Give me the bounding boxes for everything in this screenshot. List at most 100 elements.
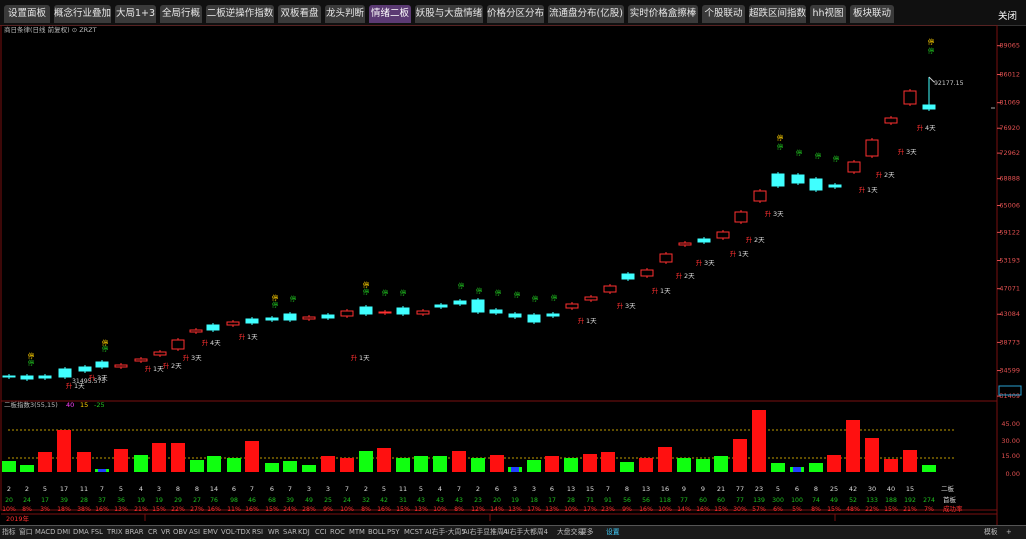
row-erban-value: 25 bbox=[830, 485, 838, 493]
indicator-bar bbox=[714, 456, 728, 472]
limit-up-marker: 停 bbox=[551, 293, 558, 302]
tab-12[interactable]: 个股联动 bbox=[702, 5, 745, 23]
row-rate-value: 18% bbox=[57, 506, 71, 513]
bottom-tab-4[interactable]: DMA bbox=[73, 528, 89, 536]
tab-2[interactable]: 大局1+3 bbox=[115, 5, 156, 23]
bottom-tab-18[interactable]: CCI bbox=[315, 528, 327, 536]
price-low-label: 31495.573 bbox=[72, 378, 106, 385]
bottom-tab-23[interactable]: MCST bbox=[404, 528, 424, 536]
row-shouban-value: 19 bbox=[137, 497, 145, 504]
limit-up-marker: 停 bbox=[777, 142, 784, 151]
indicator-bar bbox=[134, 455, 148, 472]
bottom-tab-14[interactable]: RSI bbox=[252, 528, 264, 536]
bottom-tab-25[interactable]: AI右手显推周4 bbox=[463, 528, 508, 536]
candle bbox=[95, 361, 109, 368]
close-button[interactable]: 关闭 bbox=[997, 11, 1017, 22]
rise-days-label: 2天 bbox=[754, 236, 765, 244]
row-erban-value: 15 bbox=[586, 485, 594, 493]
bottom-tab-29[interactable]: 设置 bbox=[606, 528, 620, 536]
limit-up-marker: 停 bbox=[796, 148, 803, 157]
indicator-bar bbox=[922, 465, 936, 472]
tab-0[interactable]: 设置面板 bbox=[4, 5, 50, 23]
bottom-tab-24[interactable]: AI右手-大周5 bbox=[425, 528, 466, 536]
tab-1[interactable]: 概念行业叠加 bbox=[54, 5, 111, 23]
row-rate-value: 14% bbox=[490, 506, 504, 513]
rise-marker: 升 bbox=[202, 338, 209, 347]
bottom-tab-26[interactable]: AI右手大都周4 bbox=[503, 528, 548, 536]
tab-8[interactable]: 妖股与大盘情绪 bbox=[415, 5, 483, 23]
bottom-tab-3[interactable]: DMI bbox=[57, 528, 71, 536]
price-tick: 65006 bbox=[999, 202, 1020, 210]
bottom-tab-9[interactable]: VR bbox=[161, 528, 171, 536]
row-rate-value: 16% bbox=[696, 506, 710, 513]
rise-days-label: 3天 bbox=[773, 210, 784, 218]
row-erban-value: 4 bbox=[139, 485, 143, 493]
limit-up-marker: 停 bbox=[815, 151, 822, 160]
tab-7[interactable]: 情绪二板 bbox=[369, 5, 411, 23]
bottom-tab-7[interactable]: BRAR bbox=[125, 528, 144, 536]
candle bbox=[640, 269, 654, 277]
row-erban-value: 7 bbox=[250, 485, 254, 493]
row-rate-value: 57% bbox=[752, 506, 766, 513]
candle bbox=[621, 273, 635, 280]
template-button[interactable]: 模板 bbox=[984, 528, 998, 536]
indicator-bar bbox=[77, 452, 91, 472]
bottom-tab-17[interactable]: KDJ bbox=[298, 528, 310, 536]
tab-10[interactable]: 流通盘分布(亿股) bbox=[548, 5, 624, 23]
bottom-tab-22[interactable]: PSY bbox=[387, 528, 400, 536]
bottom-tab-8[interactable]: CR bbox=[148, 528, 158, 536]
bottom-tab-28[interactable]: 要多 bbox=[580, 528, 594, 536]
tab-5[interactable]: 双板看盘 bbox=[278, 5, 321, 23]
row-rate-value: 3% bbox=[40, 506, 50, 513]
bottom-tab-16[interactable]: SAR bbox=[283, 528, 297, 536]
row-shouban-value: 49 bbox=[305, 497, 313, 504]
tab-11[interactable]: 实时价格盒擦棒 bbox=[628, 5, 698, 23]
bottom-tab-11[interactable]: ASI bbox=[189, 528, 200, 536]
price-tick: 47071 bbox=[999, 285, 1020, 293]
tab-15[interactable]: 板块联动 bbox=[850, 5, 894, 23]
row-rate-value: 22% bbox=[171, 506, 185, 513]
tab-9[interactable]: 价格分区分布 bbox=[487, 5, 544, 23]
row-erban-value: 5 bbox=[382, 485, 386, 493]
row-shouban-value: 139 bbox=[753, 497, 765, 504]
bottom-tab-15[interactable]: WR bbox=[268, 528, 280, 536]
bottom-tab-6[interactable]: TRIX bbox=[107, 528, 123, 536]
bottom-tab-27[interactable]: 大盘交易 bbox=[557, 528, 585, 536]
row-erban-value: 3 bbox=[326, 485, 330, 493]
indicator-bar bbox=[245, 441, 259, 472]
add-button[interactable]: + bbox=[1006, 528, 1012, 536]
tab-4[interactable]: 二板逆操作指数 bbox=[206, 5, 274, 23]
bottom-tab-1[interactable]: 窗口 bbox=[19, 528, 33, 536]
row-rate-value: 15% bbox=[265, 506, 279, 513]
row-shouban-value: 17 bbox=[41, 497, 49, 504]
tab-6[interactable]: 龙头判断 bbox=[325, 5, 365, 23]
row-rate-value: 9% bbox=[323, 506, 333, 513]
bottom-tab-21[interactable]: BOLL bbox=[368, 528, 386, 536]
bottom-tab-10[interactable]: OBV bbox=[173, 528, 188, 536]
row-shouban-value: 24 bbox=[23, 497, 31, 504]
bottom-tab-19[interactable]: ROC bbox=[330, 528, 345, 536]
limit-up-marker: 停 bbox=[495, 288, 502, 297]
candle bbox=[546, 313, 560, 317]
row-shouban-value: 192 bbox=[904, 497, 916, 504]
bottom-tab-2[interactable]: MACD bbox=[35, 528, 56, 536]
bottom-tab-13[interactable]: VOL-TDX bbox=[221, 528, 251, 536]
row-rate-value: 27% bbox=[190, 506, 204, 513]
candle bbox=[434, 304, 448, 308]
row-rate-value: 10% bbox=[658, 506, 672, 513]
row-erban-value: 6 bbox=[550, 485, 554, 493]
limit-up-marker: 停 bbox=[777, 133, 784, 142]
row-erban-value: 16 bbox=[661, 485, 669, 493]
indicator-bar bbox=[452, 451, 466, 472]
tab-14[interactable]: hh视图 bbox=[810, 5, 846, 23]
bottom-tab-0[interactable]: 指标 bbox=[2, 528, 16, 536]
tab-3[interactable]: 全局行概 bbox=[160, 5, 202, 23]
limit-up-marker: 停 bbox=[102, 338, 109, 347]
bottom-tab-12[interactable]: EMV bbox=[203, 528, 218, 536]
bottom-tab-20[interactable]: MTM bbox=[349, 528, 365, 536]
row-rate-end: 7% bbox=[924, 506, 934, 513]
limit-up-marker: 停 bbox=[928, 46, 935, 55]
bottom-tab-5[interactable]: FSL bbox=[91, 528, 103, 536]
tab-13[interactable]: 超跌区间指数 bbox=[749, 5, 806, 23]
row-erban-value: 9 bbox=[682, 485, 686, 493]
